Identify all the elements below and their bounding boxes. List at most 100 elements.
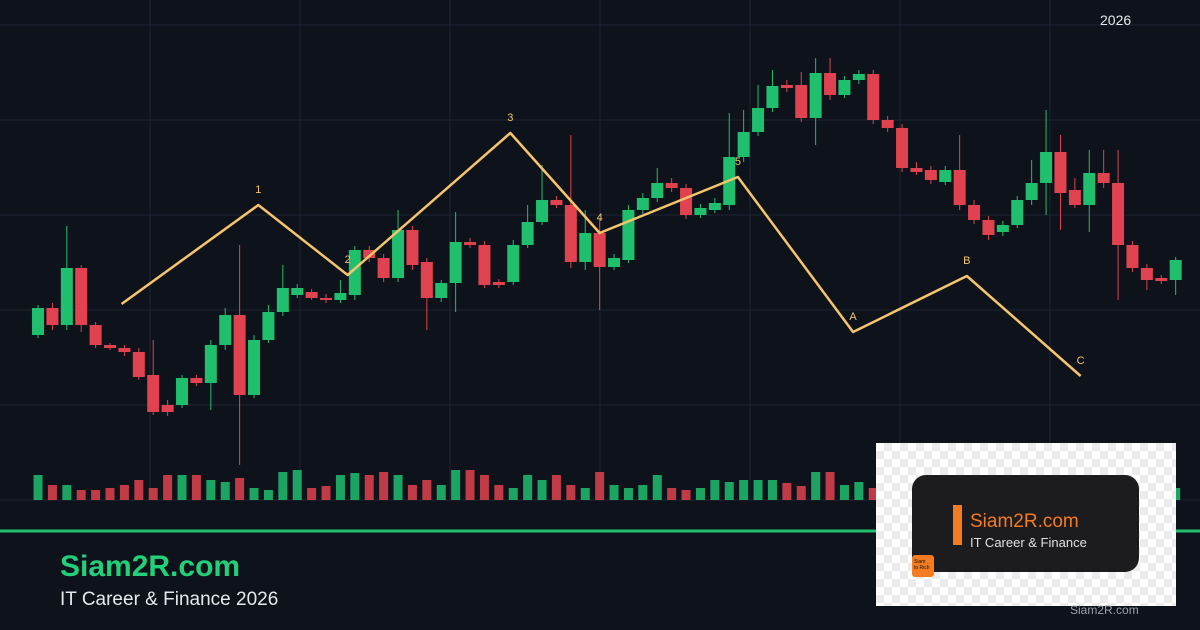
volume-bar [393, 475, 403, 500]
candle-body [521, 222, 534, 245]
candle-body [291, 288, 304, 295]
candle-body [708, 203, 721, 210]
candle-body [60, 268, 73, 325]
candle-body [248, 340, 261, 395]
volume-bar [436, 485, 446, 500]
volume-bar [695, 488, 705, 500]
volume-bar [278, 472, 288, 500]
candle-body [348, 250, 361, 295]
volume-bar [465, 470, 475, 500]
wave-label: 3 [507, 112, 513, 124]
volume-bar [782, 483, 792, 500]
wave-label: 5 [735, 156, 741, 168]
volume-bar [91, 490, 101, 500]
volume-bar [148, 488, 158, 500]
volume-bar [868, 488, 878, 500]
volume-bar [825, 472, 835, 500]
volume-bar [580, 488, 590, 500]
wave-label: 4 [597, 212, 603, 224]
candle-body [104, 345, 117, 348]
candle-body [838, 80, 851, 95]
candle-body [939, 170, 952, 182]
volume-bar [307, 488, 317, 500]
volume-bar [134, 480, 144, 500]
candle-body [406, 230, 419, 265]
candle-body [1040, 152, 1053, 183]
volume-bar [811, 472, 821, 500]
candle-body [766, 86, 779, 108]
candle-body [276, 288, 289, 312]
year-label: 2026 [1100, 12, 1132, 28]
candle-body [161, 405, 174, 412]
candle-body [809, 73, 822, 118]
volume-bar [839, 485, 849, 500]
candle-body [492, 282, 505, 285]
candle-body [305, 292, 318, 298]
candle-body [1068, 190, 1081, 205]
logo-card: Siam2R.com IT Career & Finance [912, 475, 1139, 572]
plot: 1 2 3 4 5 A B C [32, 58, 1182, 500]
volume-bar [263, 490, 273, 500]
volume-bar [105, 488, 115, 500]
volume-bar [523, 475, 533, 500]
candle-body [1155, 278, 1168, 281]
volume-bar [595, 472, 605, 500]
candle-body [795, 85, 808, 118]
candle-body [118, 348, 131, 352]
candle-body [881, 120, 894, 128]
volume-bar [537, 480, 547, 500]
candle-body [608, 258, 621, 267]
wave-line [120, 131, 1082, 377]
candle-body [680, 188, 693, 215]
volume-bar [364, 475, 374, 500]
volume-bar [177, 475, 187, 500]
candle-body [579, 233, 592, 262]
volume-bar [638, 485, 648, 500]
volume-bar [623, 488, 633, 500]
candle-body [564, 205, 577, 262]
candle-body [507, 245, 520, 282]
wave-label: C [1077, 355, 1085, 367]
volume-bar [681, 490, 691, 500]
candle-body [852, 74, 865, 80]
candle-body [1169, 260, 1182, 280]
candle-body [1083, 173, 1096, 205]
volume-bar [119, 485, 129, 500]
candle-body [334, 293, 347, 300]
candle-body [89, 325, 102, 345]
volume-bar [350, 473, 360, 500]
volume-bar [379, 472, 389, 500]
candle-body [377, 258, 390, 278]
logo-bar [953, 505, 962, 545]
icon-top: Siam [914, 559, 926, 565]
candle-body [968, 205, 981, 220]
volume-bar [796, 486, 806, 500]
logo-overlay: Siam2R.com IT Career & Finance Siam to Ri… [876, 443, 1176, 606]
wave-label: B [963, 255, 970, 267]
candle-body [204, 345, 217, 383]
candle-body [651, 183, 664, 198]
candle-body [550, 200, 563, 205]
candle-body [420, 262, 433, 298]
candle-body [262, 312, 275, 340]
candle-body [147, 375, 160, 412]
candle-body [982, 220, 995, 235]
volume-bar [33, 475, 43, 500]
candle-body [824, 73, 837, 95]
volume-bar [321, 486, 331, 500]
candle-body [694, 208, 707, 215]
candle-body [780, 85, 793, 88]
volume-bar [422, 480, 432, 500]
watermark: Siam2R.com [1070, 603, 1139, 617]
volume-bar [451, 470, 461, 500]
candle-body [1097, 173, 1110, 183]
candle-body [996, 225, 1009, 232]
candle-body [593, 233, 606, 267]
candle-body [75, 268, 88, 325]
volume-bar [407, 485, 417, 500]
brand-title: Siam2R.com [60, 550, 241, 583]
volume-bar [479, 475, 489, 500]
candle-body [867, 74, 880, 120]
candle-body [622, 210, 635, 260]
